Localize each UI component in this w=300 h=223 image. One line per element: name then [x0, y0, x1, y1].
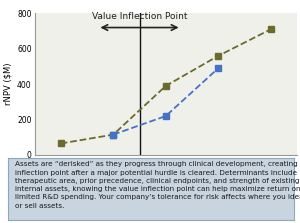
X-axis label: Stage of Development Completed: Stage of Development Completed	[94, 171, 237, 180]
Y-axis label: rNPV ($M): rNPV ($M)	[4, 63, 13, 105]
Text: Assets are “derisked” as they progress through clinical development, creating a : Assets are “derisked” as they progress t…	[15, 161, 300, 209]
Text: Value Inflection Point: Value Inflection Point	[92, 12, 187, 21]
